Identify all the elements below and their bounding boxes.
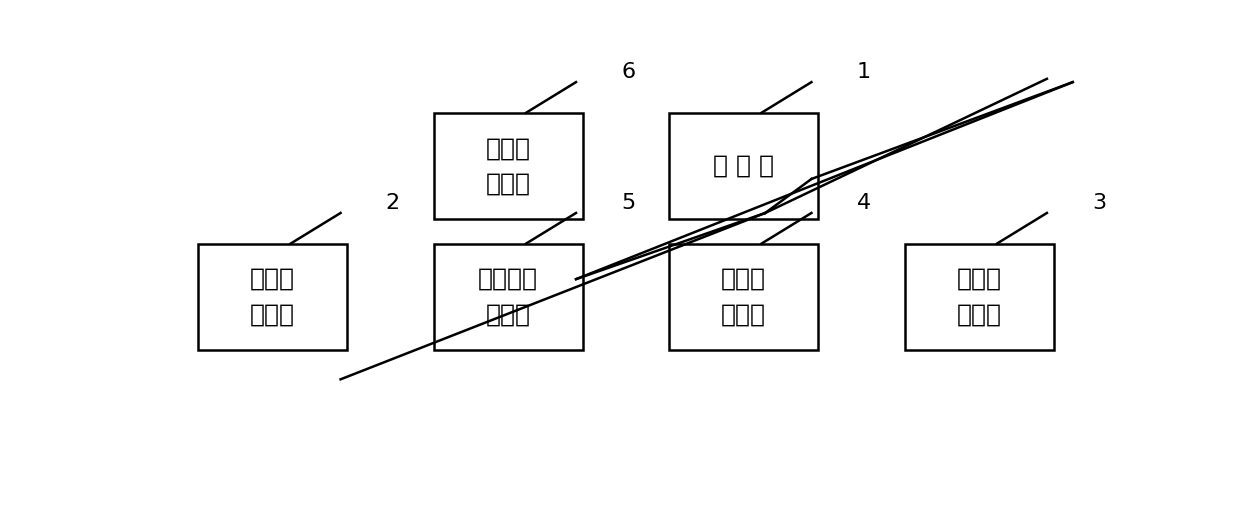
- Text: 6: 6: [621, 62, 635, 82]
- Text: 4: 4: [857, 193, 870, 213]
- Bar: [670, 244, 818, 350]
- Bar: [434, 244, 583, 350]
- Text: 1: 1: [857, 62, 870, 82]
- Text: 蓄 电 池: 蓄 电 池: [713, 154, 774, 178]
- Text: 加热型
喷油器: 加热型 喷油器: [956, 267, 1002, 327]
- Text: 5: 5: [621, 193, 635, 213]
- Text: 冷启动
指示灯: 冷启动 指示灯: [486, 136, 531, 195]
- Text: 2: 2: [386, 193, 399, 213]
- Text: 冷却液
传感器: 冷却液 传感器: [250, 267, 295, 327]
- Text: 3: 3: [1092, 193, 1106, 213]
- Bar: [198, 244, 347, 350]
- Bar: [905, 244, 1054, 350]
- Bar: [670, 113, 818, 219]
- Text: 发动机控
制模块: 发动机控 制模块: [479, 267, 538, 327]
- Bar: [434, 113, 583, 219]
- Text: 预热控
制模块: 预热控 制模块: [722, 267, 766, 327]
